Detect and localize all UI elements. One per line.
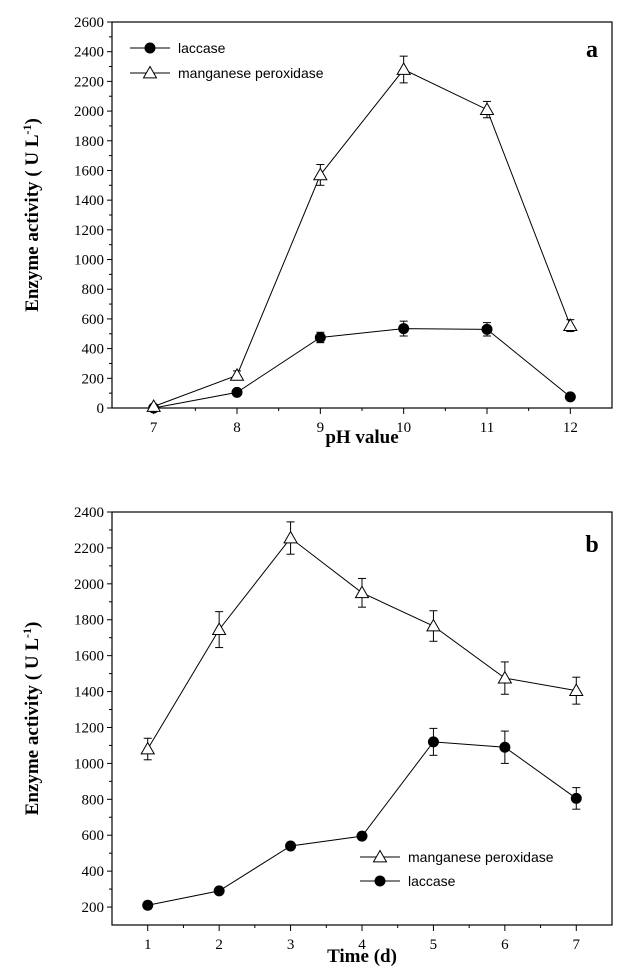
data-point xyxy=(499,741,511,753)
y-tick-label: 2200 xyxy=(74,74,104,90)
y-tick-label: 1200 xyxy=(74,720,104,736)
data-point xyxy=(570,792,582,804)
y-axis-label-close: ) xyxy=(22,622,43,628)
legend-entry: manganese peroxidase xyxy=(130,65,324,81)
y-tick-label: 400 xyxy=(82,342,105,358)
legend-label: manganese peroxidase xyxy=(408,849,554,865)
y-tick-label: 2000 xyxy=(74,577,104,593)
x-tick-label: 5 xyxy=(430,937,438,953)
data-point xyxy=(211,622,227,635)
data-point xyxy=(213,885,225,897)
chart-panel-b: 200 400 600 800 1000 1200 1400 1600 1800 2000 2200… xyxy=(20,505,613,967)
y-tick-label: 1000 xyxy=(74,756,104,772)
data-point xyxy=(398,323,410,335)
data-point xyxy=(229,367,245,381)
x-tick-label: 9 xyxy=(317,420,325,436)
panel-label: a xyxy=(586,37,598,63)
data-point xyxy=(142,899,154,911)
y-tick-label: 1200 xyxy=(74,223,104,239)
y-axis-label-superscript: -1 xyxy=(20,125,34,135)
x-axis-label: Time (d) xyxy=(327,946,397,967)
panel-label: b xyxy=(585,532,598,558)
data-point xyxy=(231,386,243,398)
legend-label: laccase xyxy=(408,873,456,889)
data-point xyxy=(396,61,412,75)
data-point xyxy=(564,391,576,403)
legend-marker xyxy=(144,42,156,54)
legend-entry: manganese peroxidase xyxy=(360,849,554,865)
y-axis-label: Enzyme activity ( U L-1) xyxy=(20,118,43,312)
legend-entry: laccase xyxy=(360,873,456,889)
y-axis-label: Enzyme activity ( U L-1) xyxy=(20,622,43,816)
x-tick-label: 10 xyxy=(396,420,411,436)
data-point xyxy=(140,741,156,755)
x-axis-label: pH value xyxy=(325,427,398,448)
y-tick-label: 2200 xyxy=(74,541,104,557)
x-tick-label: 11 xyxy=(480,420,494,436)
series-laccase xyxy=(142,727,582,911)
y-axis-label-close: ) xyxy=(22,118,43,124)
y-tick-label: 2400 xyxy=(74,505,104,521)
y-tick-label: 600 xyxy=(82,312,105,328)
data-point xyxy=(283,530,298,544)
data-point xyxy=(314,331,326,343)
y-tick-label: 1400 xyxy=(74,193,104,209)
legend-marker xyxy=(374,875,386,887)
x-tick-label: 7 xyxy=(573,937,581,953)
y-tick-label: 600 xyxy=(82,828,105,844)
data-point xyxy=(146,399,162,412)
y-tick-label: 800 xyxy=(82,792,105,808)
legend-entry: laccase xyxy=(130,40,226,56)
y-tick-label: 200 xyxy=(82,371,105,387)
x-tick-label: 4 xyxy=(358,937,366,953)
y-tick-label: 2600 xyxy=(74,15,104,31)
data-point xyxy=(568,683,584,697)
x-tick-label: 8 xyxy=(233,420,241,436)
x-tick-label: 7 xyxy=(150,420,158,436)
y-tick-label: 1800 xyxy=(74,134,104,150)
y-tick-label: 0 xyxy=(97,401,105,417)
y-tick-label: 400 xyxy=(82,864,105,880)
y-axis-label-superscript: -1 xyxy=(20,628,34,638)
legend-label: manganese peroxidase xyxy=(178,65,324,81)
x-tick-label: 3 xyxy=(287,937,295,953)
legend-label: laccase xyxy=(178,40,226,56)
data-point xyxy=(427,736,439,748)
y-tick-label: 1000 xyxy=(74,253,104,269)
data-point xyxy=(497,670,513,684)
y-axis-label-text: Enzyme activity ( U L xyxy=(22,135,43,312)
data-point xyxy=(285,840,297,852)
series-manganese-peroxidase xyxy=(140,521,584,761)
y-tick-label: 1600 xyxy=(74,163,104,179)
y-axis-label-text: Enzyme activity ( U L xyxy=(22,638,43,815)
x-tick-label: 1 xyxy=(144,937,152,953)
y-tick-label: 1600 xyxy=(74,649,104,665)
x-tick-label: 2 xyxy=(215,937,223,953)
data-point xyxy=(354,585,370,599)
y-tick-label: 200 xyxy=(82,900,105,916)
y-tick-label: 800 xyxy=(82,282,105,298)
data-point xyxy=(426,618,441,632)
data-point xyxy=(479,102,495,115)
x-tick-label: 6 xyxy=(501,937,509,953)
series-manganese-peroxidase xyxy=(146,55,578,412)
series-line xyxy=(153,328,571,409)
y-tick-label: 2400 xyxy=(74,45,104,61)
chart-panel-a: 0 200 400 600 800 1000 1200 1400 1600 1800 2000 220… xyxy=(20,15,613,448)
data-point xyxy=(481,323,493,335)
x-tick-label: 12 xyxy=(563,420,578,436)
y-tick-label: 2000 xyxy=(74,104,104,120)
legend-marker xyxy=(142,65,158,79)
data-point xyxy=(312,167,328,181)
data-point xyxy=(356,830,368,842)
y-tick-label: 1800 xyxy=(74,613,104,629)
legend-marker xyxy=(372,849,388,863)
series-line xyxy=(153,68,571,407)
series-laccase xyxy=(148,320,576,414)
series-line xyxy=(147,537,577,750)
y-tick-label: 1400 xyxy=(74,685,104,701)
data-point xyxy=(562,318,578,331)
